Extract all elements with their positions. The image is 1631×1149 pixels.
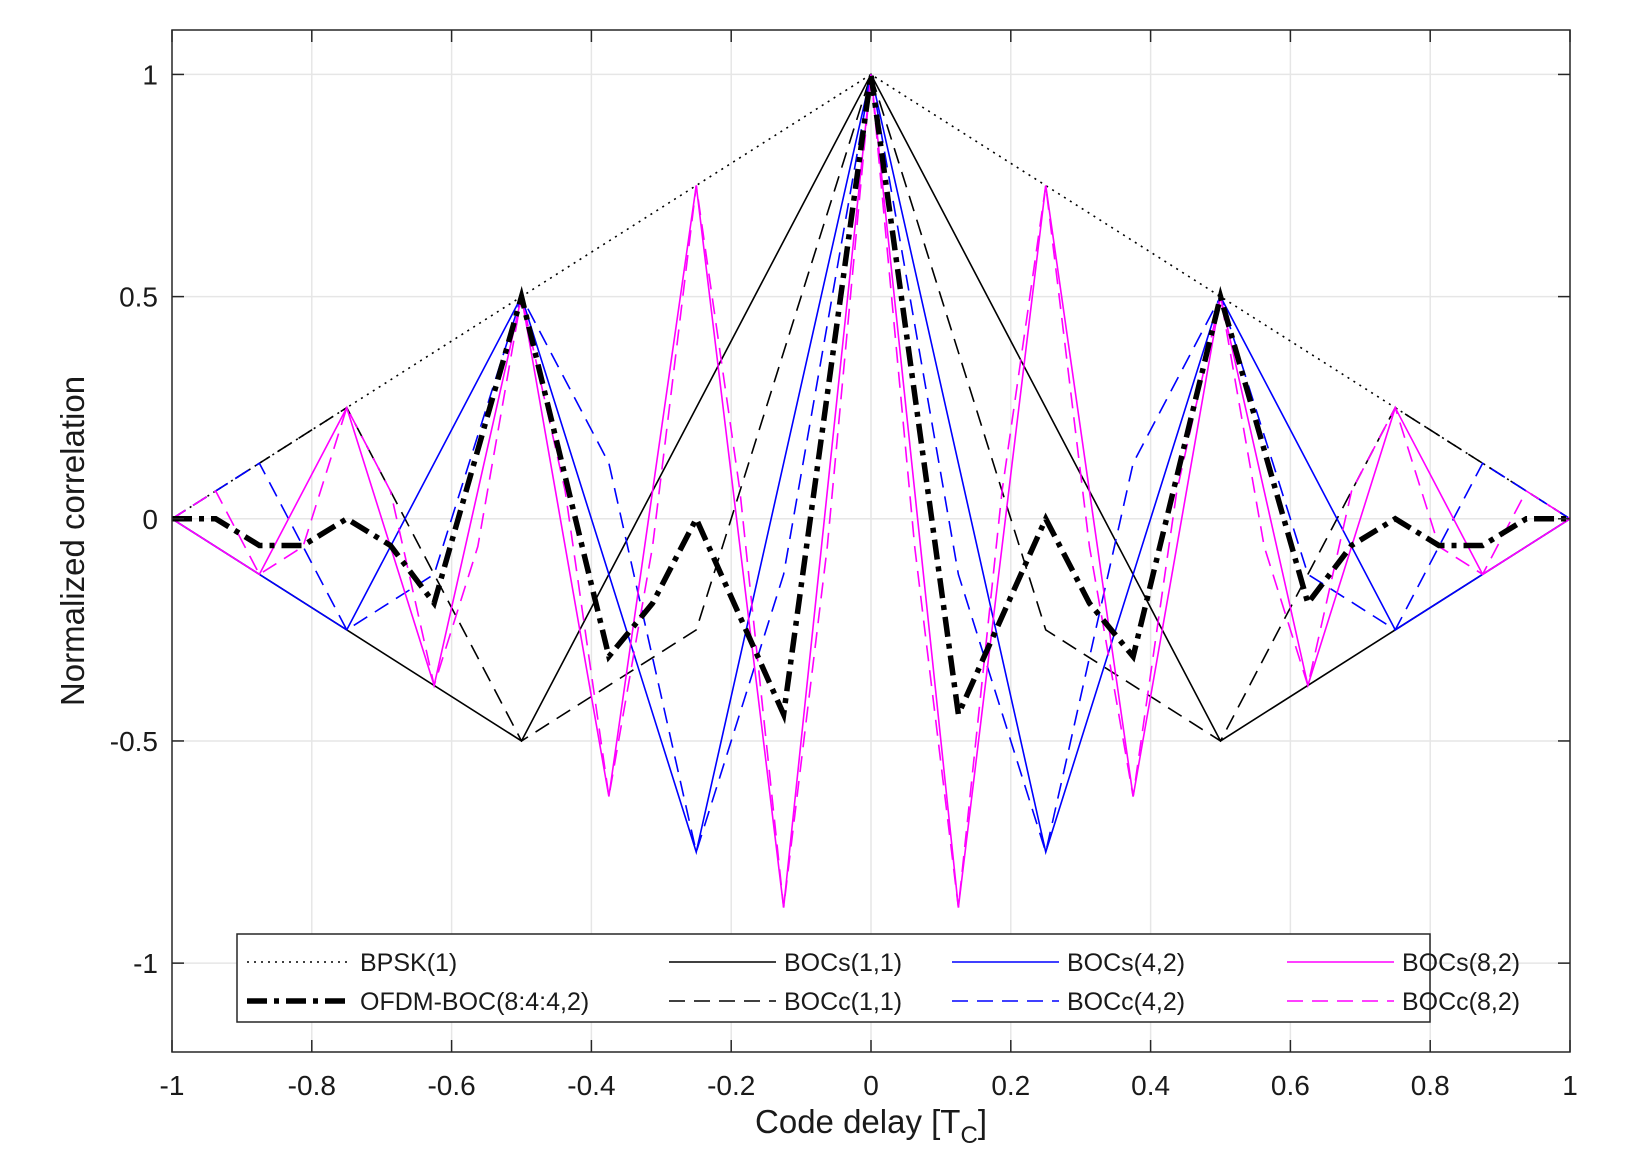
legend-label-bpsk-1: BPSK(1) xyxy=(360,949,457,977)
y-tick-label: 0 xyxy=(142,504,158,535)
x-tick-label: 0 xyxy=(863,1070,879,1101)
y-tick-label: 1 xyxy=(142,59,158,90)
series-line-bpsk-1 xyxy=(171,73,1571,520)
x-tick-label: -0.6 xyxy=(427,1070,475,1101)
legend-label-bocc-8-2: BOCc(8,2) xyxy=(1402,988,1520,1016)
legend-label-bocs-8-2: BOCs(8,2) xyxy=(1402,949,1520,977)
x-tick-label: 0.6 xyxy=(1271,1070,1310,1101)
legend-label-bocc-1-1: BOCc(1,1) xyxy=(784,988,902,1016)
legend-label-bocc-4-2: BOCc(4,2) xyxy=(1067,988,1185,1016)
series-group xyxy=(171,71,1571,908)
y-tick-label: 0.5 xyxy=(119,282,158,313)
series-line-bocc-8-2 xyxy=(171,74,1571,908)
x-tick-label: 0.4 xyxy=(1131,1070,1170,1101)
ticks: -1 -0.8 -0.6 -0.4 -0.2 0 0.2 0.4 0.6 0.8 1 -1 -0.5 0 0… xyxy=(110,30,1578,1101)
x-tick-label: -0.2 xyxy=(707,1070,755,1101)
y-axis-title: Normalized correlation xyxy=(54,376,91,706)
x-tick-label: 1 xyxy=(1562,1070,1578,1101)
series-line-ofdm-boc-8-4-4-2 xyxy=(172,74,1570,725)
x-tick-label: -1 xyxy=(160,1070,185,1101)
x-axis-title: Code delay [TC] xyxy=(755,1103,987,1149)
y-tick-label: -1 xyxy=(133,948,158,979)
x-tick-label: -0.8 xyxy=(288,1070,336,1101)
legend-box xyxy=(236,933,1431,1023)
y-tick-label: -0.5 xyxy=(110,726,158,757)
legend-label-bocs-4-2: BOCs(4,2) xyxy=(1067,949,1185,977)
x-tick-label: 0.2 xyxy=(991,1070,1030,1101)
legend-label-ofdm-boc-8-4-4-2: OFDM-BOC(8:4:4,2) xyxy=(360,988,589,1016)
x-tick-label: 0.8 xyxy=(1411,1070,1450,1101)
x-tick-label: -0.4 xyxy=(567,1070,615,1101)
legend-label-bocs-1-1: BOCs(1,1) xyxy=(784,949,902,977)
legend: BPSK(1) BOCs(1,1) BOCs(4,2) BOCs(8,2) OFDM-B… xyxy=(236,933,1520,1023)
